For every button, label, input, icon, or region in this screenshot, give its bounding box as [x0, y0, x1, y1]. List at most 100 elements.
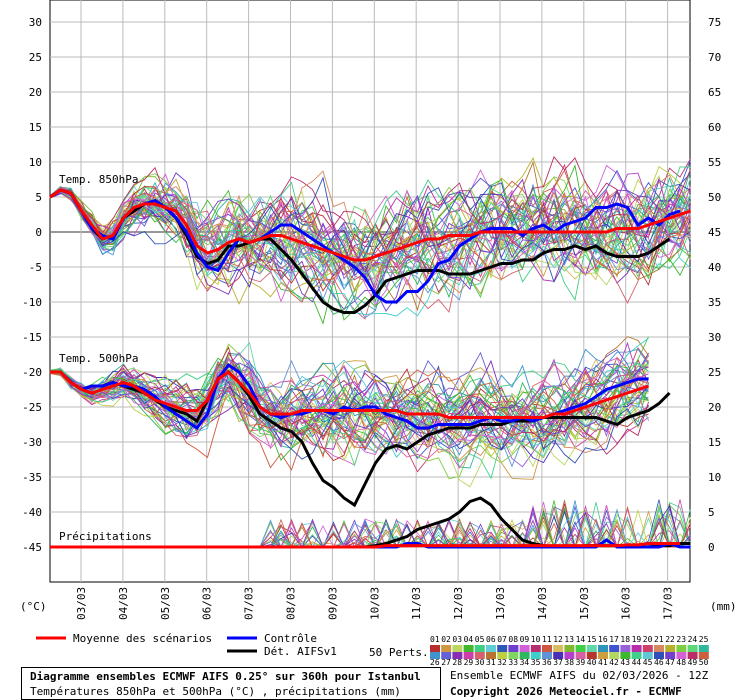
right-tick-label: 50	[708, 191, 721, 204]
x-tick-label: 14/03	[536, 587, 549, 620]
x-tick-label: 16/03	[620, 587, 633, 620]
legend-det-label: Dét. AIFSv1	[264, 645, 337, 658]
pert-line	[49, 343, 649, 480]
pert-label: 19	[632, 635, 642, 644]
pert-swatch	[452, 645, 463, 652]
pert-swatch	[452, 652, 463, 659]
pert-label: 27	[441, 658, 451, 667]
pert-label: 41	[598, 658, 608, 667]
pert-swatch	[430, 652, 440, 659]
pert-line	[49, 178, 691, 291]
pert-label: 13	[564, 635, 574, 644]
left-tick-label: -40	[22, 506, 42, 519]
pert-label: 05	[475, 635, 485, 644]
left-tick-label: 30	[29, 16, 42, 29]
left-axis-unit: (°C)	[20, 600, 47, 613]
pert-swatch	[676, 645, 687, 652]
pert-swatch	[631, 645, 642, 652]
pert-line	[49, 357, 649, 456]
pert-line	[49, 361, 649, 459]
right-tick-label: 10	[708, 471, 721, 484]
left-tick-label: 20	[29, 86, 42, 99]
mean-t500-line	[50, 370, 649, 419]
pert-label: 38	[564, 658, 574, 667]
pert-label: 20	[643, 635, 653, 644]
mean-precip-line	[50, 542, 680, 549]
left-tick-label: -45	[22, 541, 42, 554]
pert-swatch	[508, 652, 519, 659]
pert-swatch	[665, 645, 676, 652]
right-tick-label: 55	[708, 156, 721, 169]
pert-label: 43	[620, 658, 630, 667]
pert-swatch	[564, 645, 575, 652]
pert-line	[49, 155, 691, 288]
pert-swatch	[542, 645, 552, 652]
left-tick-label: -35	[22, 471, 42, 484]
pert-label: 23	[676, 635, 686, 644]
right-tick-label: 35	[708, 296, 721, 309]
x-tick-label: 03/03	[75, 587, 88, 620]
pert-label: 29	[464, 658, 474, 667]
left-tick-label: -10	[22, 296, 42, 309]
pert-swatch	[586, 645, 597, 652]
pert-line	[49, 351, 649, 455]
pert-line	[49, 372, 649, 450]
pert-swatch	[654, 652, 664, 659]
right-tick-label: 5	[708, 506, 715, 519]
pert-label: 36	[542, 658, 552, 667]
pert-label: 04	[464, 635, 474, 644]
pert-line	[49, 360, 649, 451]
pert-swatch	[687, 652, 698, 659]
pert-label: 49	[688, 658, 698, 667]
pert-swatch	[497, 652, 508, 659]
pert-label: 32	[497, 658, 507, 667]
pert-label: 03	[452, 635, 462, 644]
left-tick-label: 25	[29, 51, 42, 64]
pert-line	[49, 173, 691, 306]
panel-label-precip: Précipitations	[59, 530, 152, 543]
pert-swatch	[530, 652, 541, 659]
pert-swatch	[609, 652, 620, 659]
pert-swatch	[553, 652, 564, 659]
pert-swatch	[441, 652, 452, 659]
pert-label: 40	[587, 658, 597, 667]
pert-label: 10	[531, 635, 541, 644]
x-tick-label: 05/03	[159, 587, 172, 620]
pert-label: 24	[688, 635, 698, 644]
left-tick-label: -25	[22, 401, 42, 414]
pert-swatch	[474, 652, 485, 659]
pert-swatch	[642, 645, 653, 652]
pert-line	[49, 372, 649, 442]
x-tick-label: 12/03	[452, 587, 465, 620]
pert-swatch	[519, 645, 530, 652]
pert-swatch	[508, 645, 519, 652]
panel-label-t850: Temp. 850hPa	[59, 173, 138, 186]
pert-line	[49, 363, 649, 469]
left-tick-label: -5	[29, 261, 42, 274]
pert-label: 28	[452, 658, 462, 667]
pert-label: 17	[609, 635, 619, 644]
pert-swatch	[654, 645, 664, 652]
pert-swatch	[542, 652, 552, 659]
pert-swatch	[497, 645, 508, 652]
pert-swatch	[586, 652, 597, 659]
pert-line	[49, 370, 649, 464]
x-tick-label: 06/03	[201, 587, 214, 620]
left-tick-label: -15	[22, 331, 42, 344]
x-tick-label: 11/03	[410, 587, 423, 620]
pert-label: 45	[643, 658, 653, 667]
pert-swatch	[441, 645, 452, 652]
right-tick-label: 75	[708, 16, 721, 29]
pert-label: 50	[699, 658, 709, 667]
pert-swatch	[430, 645, 440, 652]
pert-swatch	[530, 645, 541, 652]
pert-label: 09	[520, 635, 530, 644]
pert-label: 42	[609, 658, 619, 667]
pert-label: 46	[654, 658, 664, 667]
pert-line	[49, 159, 691, 291]
pert-label: 02	[441, 635, 451, 644]
right-tick-label: 65	[708, 86, 721, 99]
right-tick-label: 25	[708, 366, 721, 379]
